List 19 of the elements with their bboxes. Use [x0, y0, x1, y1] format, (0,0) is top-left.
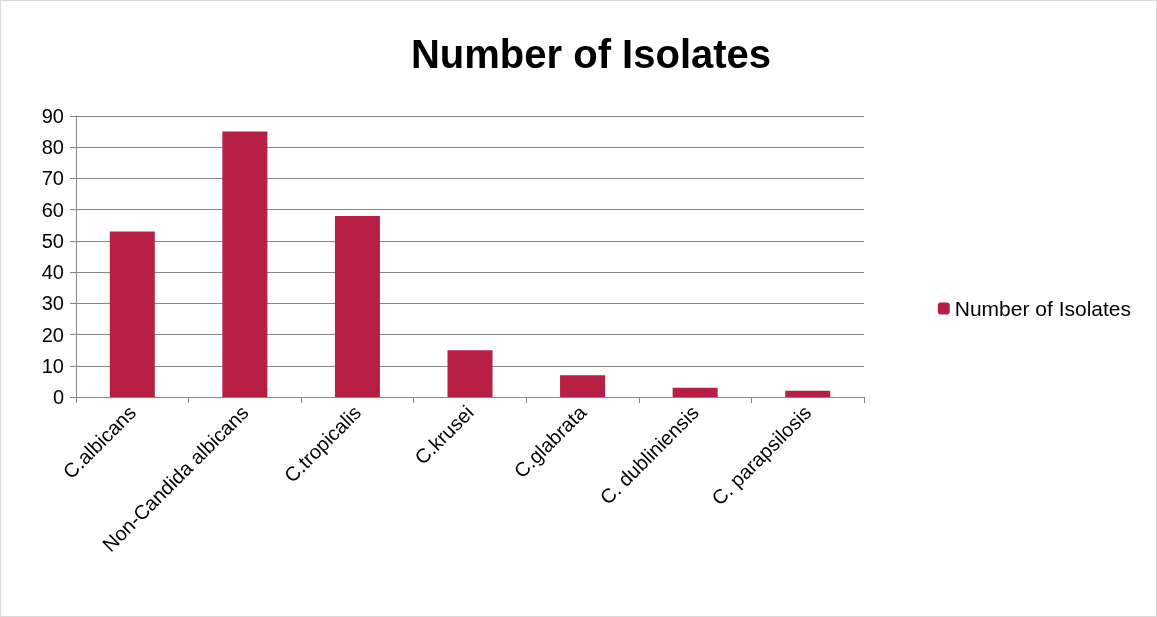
chart-title: Number of Isolates: [410, 32, 772, 76]
bar: [222, 131, 268, 397]
y-tick-label: 0: [52, 386, 64, 408]
bar: [785, 390, 831, 397]
bar: [334, 215, 380, 397]
legend-label: Number of Isolates: [954, 297, 1132, 320]
y-tick-label: 10: [41, 354, 64, 377]
bar: [672, 387, 718, 397]
y-tick-label: 70: [41, 167, 64, 190]
y-tick-label: 30: [41, 292, 64, 315]
bar: [109, 231, 155, 397]
y-tick-label: 90: [41, 105, 64, 127]
y-tick-label: 80: [41, 136, 64, 159]
y-tick-label: 20: [41, 323, 64, 346]
bar: [447, 350, 493, 397]
y-tick-label: 40: [41, 261, 64, 284]
bar: [560, 375, 606, 397]
y-tick-label: 60: [41, 198, 64, 221]
y-tick-label: 50: [41, 229, 64, 252]
